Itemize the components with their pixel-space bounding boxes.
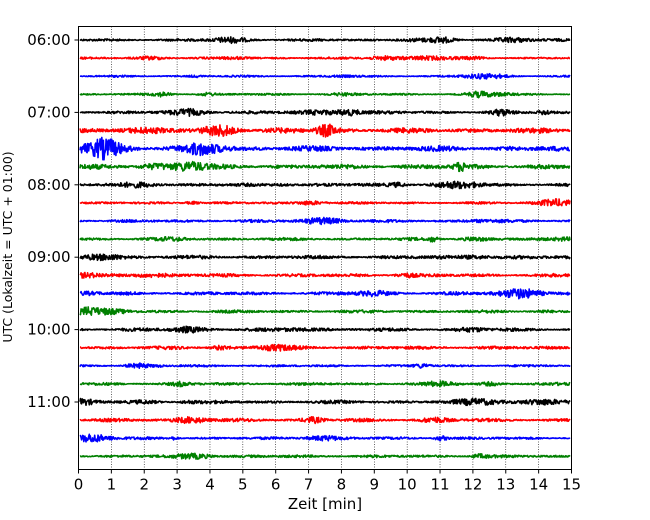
x-tick-label: 5	[238, 476, 248, 494]
x-axis-ticks: 0 1 2 3 4 5 6 7 8 9 10 11 12 13 14 15	[74, 469, 581, 494]
x-tick-label: 15	[562, 476, 581, 494]
seismogram-trace-11:15	[79, 415, 571, 425]
x-tick-label: 14	[529, 476, 548, 494]
seismogram-trace-06:30	[79, 72, 571, 80]
y-tick-label: 09:00	[27, 248, 70, 266]
seismogram-trace-06:45	[79, 90, 571, 99]
seismogram-trace-07:00	[79, 107, 571, 118]
seismogram-trace-09:15	[79, 271, 571, 279]
seismogram-trace-10:00	[79, 325, 571, 334]
x-tick-label: 8	[337, 476, 347, 494]
seismogram-trace-08:45	[79, 236, 571, 243]
seismogram-trace-08:00	[79, 180, 571, 190]
seismogram-trace-10:45	[79, 380, 571, 388]
seismogram-trace-10:30	[79, 362, 571, 370]
x-tick-label: 4	[205, 476, 215, 494]
seismogram-trace-07:45	[79, 160, 571, 173]
x-tick-label: 6	[271, 476, 281, 494]
seismogram-trace-09:00	[79, 253, 571, 262]
seismogram-trace-07:30	[79, 136, 571, 161]
seismogram-trace-11:30	[79, 433, 571, 443]
y-tick-label: 11:00	[27, 393, 70, 411]
y-axis-ticks: 06:00 07:00 08:00 09:00 10:00 11:00	[27, 31, 79, 411]
seismogram-trace-07:15	[79, 123, 571, 138]
x-tick-label: 12	[463, 476, 482, 494]
y-tick-label: 08:00	[27, 176, 70, 194]
plot-frame	[78, 26, 572, 470]
seismogram-trace-06:00	[79, 36, 571, 45]
seismogram-trace-11:45	[79, 452, 571, 460]
x-tick-label: 7	[304, 476, 314, 494]
x-tick-label: 0	[74, 476, 84, 494]
seismogram-traces	[79, 36, 571, 460]
x-tick-label: 13	[496, 476, 515, 494]
x-tick-label: 2	[139, 476, 149, 494]
seismogram-trace-09:45	[79, 306, 571, 316]
x-tick-label: 11	[430, 476, 449, 494]
x-axis-label: Zeit [min]	[288, 495, 362, 513]
x-tick-label: 9	[370, 476, 380, 494]
y-tick-label: 06:00	[27, 31, 70, 49]
seismogram-trace-10:15	[79, 343, 571, 352]
y-axis-label: UTC (Lokalzeit = UTC + 01:00)	[0, 151, 15, 342]
seismogram-trace-06:15	[79, 54, 571, 62]
seismogram-trace-08:15	[79, 198, 571, 207]
seismogram-trace-11:00	[79, 397, 571, 407]
x-tick-label: 3	[172, 476, 182, 494]
y-tick-label: 10:00	[27, 321, 70, 339]
x-tick-label: 1	[107, 476, 117, 494]
x-tick-label: 10	[398, 476, 417, 494]
y-tick-label: 07:00	[27, 103, 70, 121]
seismogram-trace-08:30	[79, 216, 571, 226]
seismogram-trace-09:30	[79, 288, 571, 300]
